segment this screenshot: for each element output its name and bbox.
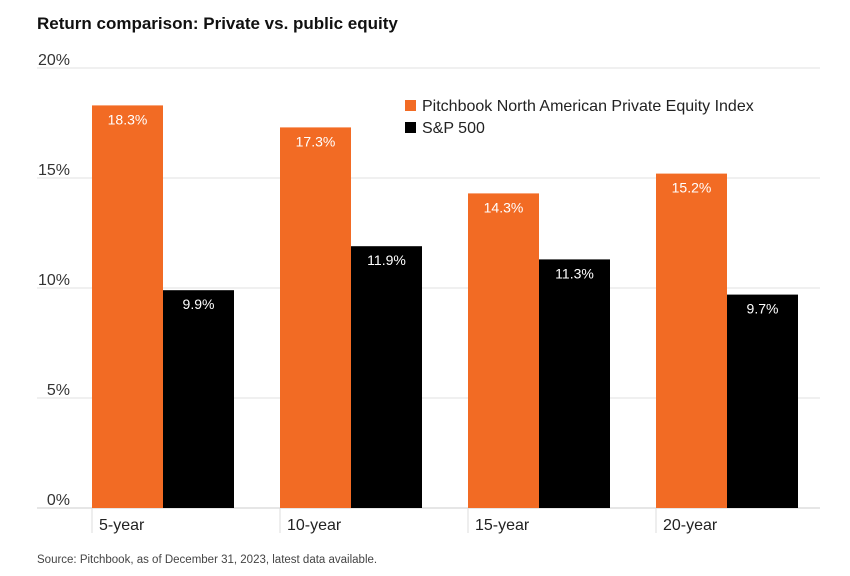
bar-sp500	[539, 259, 610, 508]
x-tick-label: 15-year	[475, 517, 530, 534]
data-label: 14.3%	[484, 199, 524, 215]
data-label: 18.3%	[108, 111, 148, 127]
bar-private-equity	[92, 105, 163, 509]
legend-swatch	[405, 122, 416, 133]
x-tick-label: 20-year	[663, 517, 718, 534]
bar-sp500	[163, 290, 234, 508]
bar-private-equity	[656, 173, 727, 508]
bar-sp500	[727, 294, 798, 508]
bar-sp500	[351, 246, 422, 508]
legend-label: S&P 500	[422, 120, 485, 137]
data-label: 11.9%	[367, 252, 406, 268]
y-tick-label: 20%	[38, 52, 70, 69]
legend-label: Pitchbook North American Private Equity …	[422, 98, 754, 115]
legend-swatch	[405, 100, 416, 111]
y-tick-label: 5%	[47, 382, 70, 399]
bar-private-equity	[280, 127, 351, 509]
x-tick-label: 10-year	[287, 517, 342, 534]
chart-title: Return comparison: Private vs. public eq…	[37, 14, 398, 33]
data-label: 17.3%	[296, 133, 336, 149]
data-label: 15.2%	[672, 180, 712, 196]
data-label: 9.7%	[747, 301, 779, 317]
y-tick-label: 15%	[38, 162, 70, 179]
y-tick-label: 10%	[38, 272, 70, 289]
x-tick-label: 5-year	[99, 517, 145, 534]
source-note: Source: Pitchbook, as of December 31, 20…	[37, 554, 378, 566]
bar-private-equity	[468, 193, 539, 508]
data-label: 11.3%	[555, 265, 594, 281]
y-tick-label: 0%	[47, 492, 70, 509]
data-label: 9.9%	[183, 296, 215, 312]
